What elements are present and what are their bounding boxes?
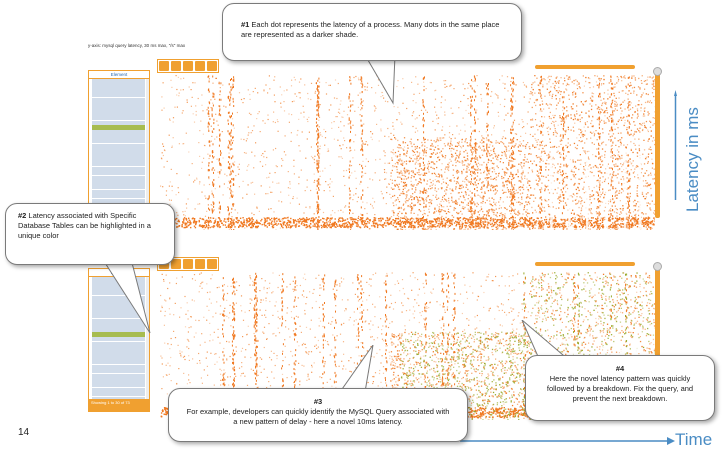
table-list-item[interactable]	[92, 327, 145, 333]
callout-2-text: Latency associated with Specific Databas…	[18, 211, 151, 240]
latency-range-slider-top[interactable]	[653, 67, 662, 218]
latency-axis-label: Latency in ms	[683, 107, 702, 212]
callout-1: #1 Each dot represents the latency of a …	[222, 3, 522, 61]
table-list-item[interactable]	[92, 171, 145, 176]
table-list-item[interactable]	[92, 318, 145, 323]
table-list-scrollbar[interactable]	[146, 79, 149, 221]
table-list-item[interactable]	[92, 129, 145, 135]
table-list-footer: Showing 1 to 30 of 73	[89, 399, 149, 411]
table-list-item[interactable]	[92, 295, 145, 300]
table-list-item[interactable]	[92, 323, 145, 328]
callout-3-text: For example, developers can quickly iden…	[186, 407, 450, 426]
table-list-item[interactable]	[92, 79, 145, 84]
table-list-item-selected[interactable]	[92, 332, 145, 337]
table-list-item[interactable]	[92, 359, 145, 365]
table-list-item[interactable]	[92, 304, 145, 310]
table-list-item[interactable]	[92, 314, 145, 319]
callout-1-tail	[364, 55, 396, 105]
table-list-item[interactable]	[92, 166, 145, 171]
table-list-item[interactable]	[92, 350, 145, 356]
table-list-item[interactable]	[92, 378, 145, 383]
zoom-out-button[interactable]	[171, 259, 181, 269]
table-list-item[interactable]	[92, 180, 145, 185]
table-list-item[interactable]	[92, 355, 145, 360]
table-list-item[interactable]	[92, 341, 145, 346]
table-list-item[interactable]	[92, 369, 145, 374]
callout-3: #3 For example, developers can quickly i…	[168, 388, 468, 442]
table-list-item[interactable]	[92, 120, 145, 125]
latency-axis-label-box: Latency in ms	[683, 72, 707, 212]
table-list-item[interactable]	[92, 143, 145, 148]
latency-axis-arrow-icon	[674, 90, 677, 200]
time-axis-label: Time	[675, 430, 713, 449]
table-list-items[interactable]	[89, 79, 149, 213]
pan-button[interactable]	[183, 259, 193, 269]
time-range-slider-top[interactable]	[535, 65, 635, 69]
table-list-item[interactable]	[92, 116, 145, 121]
table-list-item[interactable]	[92, 309, 145, 314]
callout-3-tail	[339, 345, 374, 393]
table-list-top[interactable]: Element	[88, 70, 150, 222]
table-list-item[interactable]	[92, 392, 145, 397]
zoom-in-button[interactable]	[159, 61, 169, 71]
select-button[interactable]	[195, 259, 205, 269]
table-list-item[interactable]	[92, 382, 145, 388]
callout-1-text: Each dot represents the latency of a pro…	[241, 20, 500, 39]
table-list-bottom[interactable]: Element Showing 1 to 30 of 73	[88, 268, 150, 412]
select-button[interactable]	[195, 61, 205, 71]
slider-handle[interactable]	[653, 262, 662, 271]
table-list-item[interactable]	[92, 364, 145, 369]
table-list-item[interactable]	[92, 106, 145, 112]
slide-page-number: 14	[18, 427, 30, 438]
table-list-item[interactable]	[92, 300, 145, 305]
table-list-item[interactable]	[92, 134, 145, 139]
slider-handle[interactable]	[653, 67, 662, 76]
table-list-item[interactable]	[92, 148, 145, 153]
table-list-item[interactable]	[92, 337, 145, 342]
table-list-item[interactable]	[92, 111, 145, 116]
reset-button[interactable]	[207, 259, 217, 269]
callout-3-number: #3	[313, 397, 323, 406]
time-axis-arrow-icon	[460, 437, 675, 445]
table-list-item[interactable]	[92, 198, 145, 204]
latency-range-slider-bottom[interactable]	[653, 262, 662, 415]
top-chart-caption: y-axis: mysql query latency, 30 ms max, …	[88, 43, 186, 48]
callout-2-number: #2	[18, 211, 27, 220]
zoom-out-button[interactable]	[171, 61, 181, 71]
callout-4: #4 Here the novel latency pattern was qu…	[525, 355, 715, 421]
chart-toolbar-top	[157, 59, 219, 73]
table-list-item[interactable]	[92, 93, 145, 98]
table-list-item[interactable]	[92, 387, 145, 392]
table-list-item[interactable]	[92, 396, 145, 402]
callout-4-text: Here the novel latency pattern was quick…	[546, 374, 694, 403]
reset-button[interactable]	[207, 61, 217, 71]
chart-toolbar-bottom	[157, 257, 219, 271]
table-list-item[interactable]	[92, 291, 145, 296]
callout-1-number: #1	[241, 20, 250, 29]
table-list-item[interactable]	[92, 184, 145, 190]
table-list-item[interactable]	[92, 139, 145, 144]
table-list-item[interactable]	[92, 286, 145, 291]
table-list-item-selected[interactable]	[92, 125, 145, 130]
callout-2-tail	[99, 255, 151, 334]
table-list-item[interactable]	[92, 346, 145, 351]
table-list-item[interactable]	[92, 83, 145, 89]
table-list-item[interactable]	[92, 161, 145, 167]
table-list-item[interactable]	[92, 175, 145, 181]
callout-4-number: #4	[615, 364, 625, 373]
table-list-item[interactable]	[92, 194, 145, 199]
latency-scatter-top[interactable]	[160, 75, 655, 230]
table-list-item[interactable]	[92, 102, 145, 107]
callout-2: #2 Latency associated with Specific Data…	[5, 203, 175, 265]
table-list-item[interactable]	[92, 97, 145, 102]
table-list-item[interactable]	[92, 373, 145, 379]
time-range-slider-bottom[interactable]	[535, 262, 635, 266]
table-list-header: Element	[89, 71, 149, 79]
table-list-item[interactable]	[92, 157, 145, 162]
pan-button[interactable]	[183, 61, 193, 71]
table-list-item[interactable]	[92, 152, 145, 158]
table-list-item[interactable]	[92, 88, 145, 93]
table-list-item[interactable]	[92, 189, 145, 194]
table-list-scrollbar[interactable]	[146, 277, 149, 411]
